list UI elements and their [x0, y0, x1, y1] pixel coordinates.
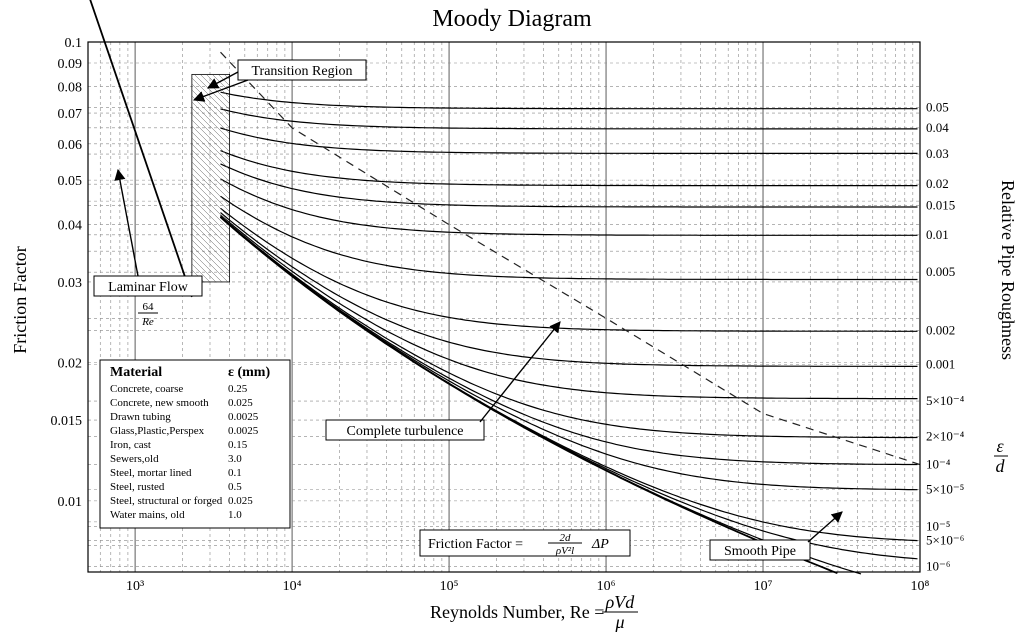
x-tick: 10⁷ [754, 579, 773, 594]
moody-diagram: Moody Diagram10³10⁴10⁵10⁶10⁷10⁸Reynolds … [0, 0, 1024, 642]
x-tick: 10⁴ [283, 579, 302, 594]
y2-tick: 10⁻⁵ [926, 518, 950, 533]
y-tick: 0.08 [58, 80, 83, 95]
y-tick: 0.1 [65, 36, 83, 51]
chart-title: Moody Diagram [432, 6, 592, 32]
y-tick: 0.015 [51, 414, 83, 429]
svg-text:μ: μ [614, 612, 624, 632]
y-axis-label: Friction Factor [10, 246, 30, 353]
svg-text:Reynolds Number, Re =: Reynolds Number, Re = [430, 602, 604, 622]
svg-text:0.0025: 0.0025 [228, 425, 259, 437]
svg-text:Complete turbulence: Complete turbulence [346, 424, 463, 439]
y2-tick: 0.04 [926, 120, 949, 135]
material-row: Concrete, new smooth [110, 397, 209, 409]
material-row: Steel, rusted [110, 481, 165, 493]
svg-text:0.25: 0.25 [228, 383, 248, 395]
svg-text:64: 64 [143, 301, 155, 313]
y-tick: 0.02 [58, 357, 83, 372]
y2-tick: 5×10⁻⁵ [926, 481, 964, 496]
svg-text:2d: 2d [560, 532, 572, 544]
y-tick: 0.03 [58, 276, 83, 291]
y2-axis-frac: εd [994, 436, 1008, 476]
svg-text:ε (mm): ε (mm) [228, 365, 270, 380]
x-axis-label: Reynolds Number, Re =ρVdμ [430, 592, 638, 632]
svg-text:1.0: 1.0 [228, 509, 242, 521]
material-row: Drawn tubing [110, 411, 171, 423]
svg-text:Laminar Flow: Laminar Flow [108, 280, 189, 295]
svg-text:ρVd: ρVd [605, 592, 636, 612]
svg-text:ΔP: ΔP [591, 537, 609, 552]
y2-tick: 0.03 [926, 146, 949, 161]
y2-tick: 0.002 [926, 323, 955, 338]
svg-text:Re: Re [141, 316, 154, 328]
y-tick: 0.06 [58, 138, 83, 153]
y2-tick: 0.02 [926, 176, 949, 191]
svg-text:0.1: 0.1 [228, 467, 242, 479]
y-tick: 0.01 [58, 495, 83, 510]
svg-text:0.0025: 0.0025 [228, 411, 259, 423]
y2-tick: 5×10⁻⁶ [926, 532, 964, 547]
material-row: Iron, cast [110, 439, 151, 451]
svg-text:d: d [996, 456, 1006, 476]
x-tick: 10⁵ [440, 579, 459, 594]
svg-text:ρV²l: ρV²l [555, 545, 574, 557]
y2-tick: 0.05 [926, 99, 949, 114]
svg-text:3.0: 3.0 [228, 453, 242, 465]
y2-tick: 2×10⁻⁴ [926, 429, 965, 444]
material-row: Water mains, old [110, 509, 185, 521]
svg-text:0.025: 0.025 [228, 397, 253, 409]
y2-tick: 10⁻⁶ [926, 558, 950, 573]
y-tick: 0.05 [58, 174, 83, 189]
material-row: Sewers,old [110, 453, 159, 465]
material-row: Glass,Plastic,Perspex [110, 425, 205, 437]
svg-text:Friction Factor =: Friction Factor = [428, 537, 523, 552]
svg-text:0.025: 0.025 [228, 495, 253, 507]
y2-axis-label: Relative Pipe Roughness [998, 180, 1018, 360]
y2-tick: 0.01 [926, 227, 949, 242]
y2-tick: 0.015 [926, 198, 955, 213]
x-tick: 10⁸ [911, 579, 930, 594]
y-tick: 0.07 [58, 107, 83, 122]
svg-text:ε: ε [996, 436, 1004, 456]
y2-tick: 0.001 [926, 357, 955, 372]
svg-text:Transition Region: Transition Region [252, 64, 353, 79]
y2-tick: 0.005 [926, 264, 955, 279]
y2-tick: 5×10⁻⁴ [926, 393, 965, 408]
x-tick: 10³ [126, 579, 144, 594]
material-row: Steel, structural or forged [110, 495, 223, 507]
y-tick: 0.04 [58, 219, 83, 234]
material-row: Concrete, coarse [110, 383, 183, 395]
material-row: Steel, mortar lined [110, 467, 192, 479]
y2-tick: 10⁻⁴ [926, 457, 951, 472]
svg-text:0.15: 0.15 [228, 439, 248, 451]
svg-text:Material: Material [110, 365, 162, 380]
svg-text:Smooth Pipe: Smooth Pipe [724, 544, 796, 559]
svg-text:0.5: 0.5 [228, 481, 242, 493]
y-tick: 0.09 [58, 57, 83, 72]
